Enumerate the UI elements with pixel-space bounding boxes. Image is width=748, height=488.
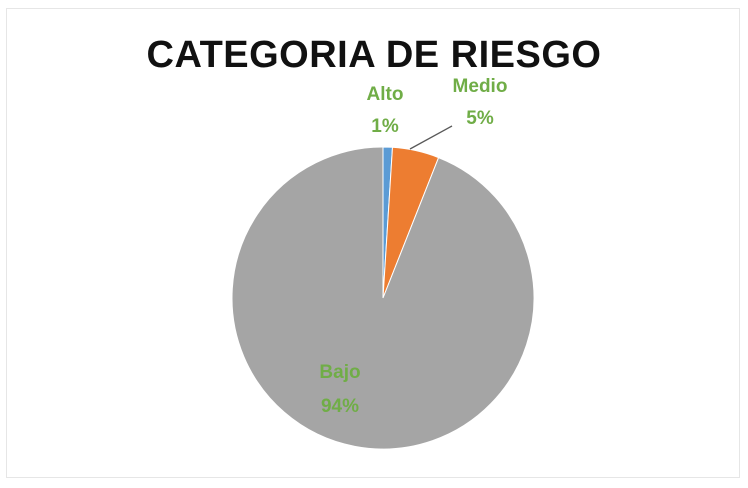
label-name-medio: Medio <box>453 76 508 97</box>
label-percent-medio: 5% <box>466 108 494 129</box>
label-percent-bajo: 94% <box>321 396 359 417</box>
chart-title: CATEGORIA DE RIESGO <box>146 34 602 76</box>
label-name-bajo: Bajo <box>319 362 360 383</box>
slice-bajo <box>231 146 535 450</box>
data-labels: Alto 1% Medio 5% Bajo 94% <box>319 76 507 417</box>
medio-leader-line <box>409 125 453 150</box>
label-percent-alto: 1% <box>371 116 399 137</box>
pie-slices <box>231 146 535 450</box>
label-name-alto: Alto <box>367 84 404 105</box>
